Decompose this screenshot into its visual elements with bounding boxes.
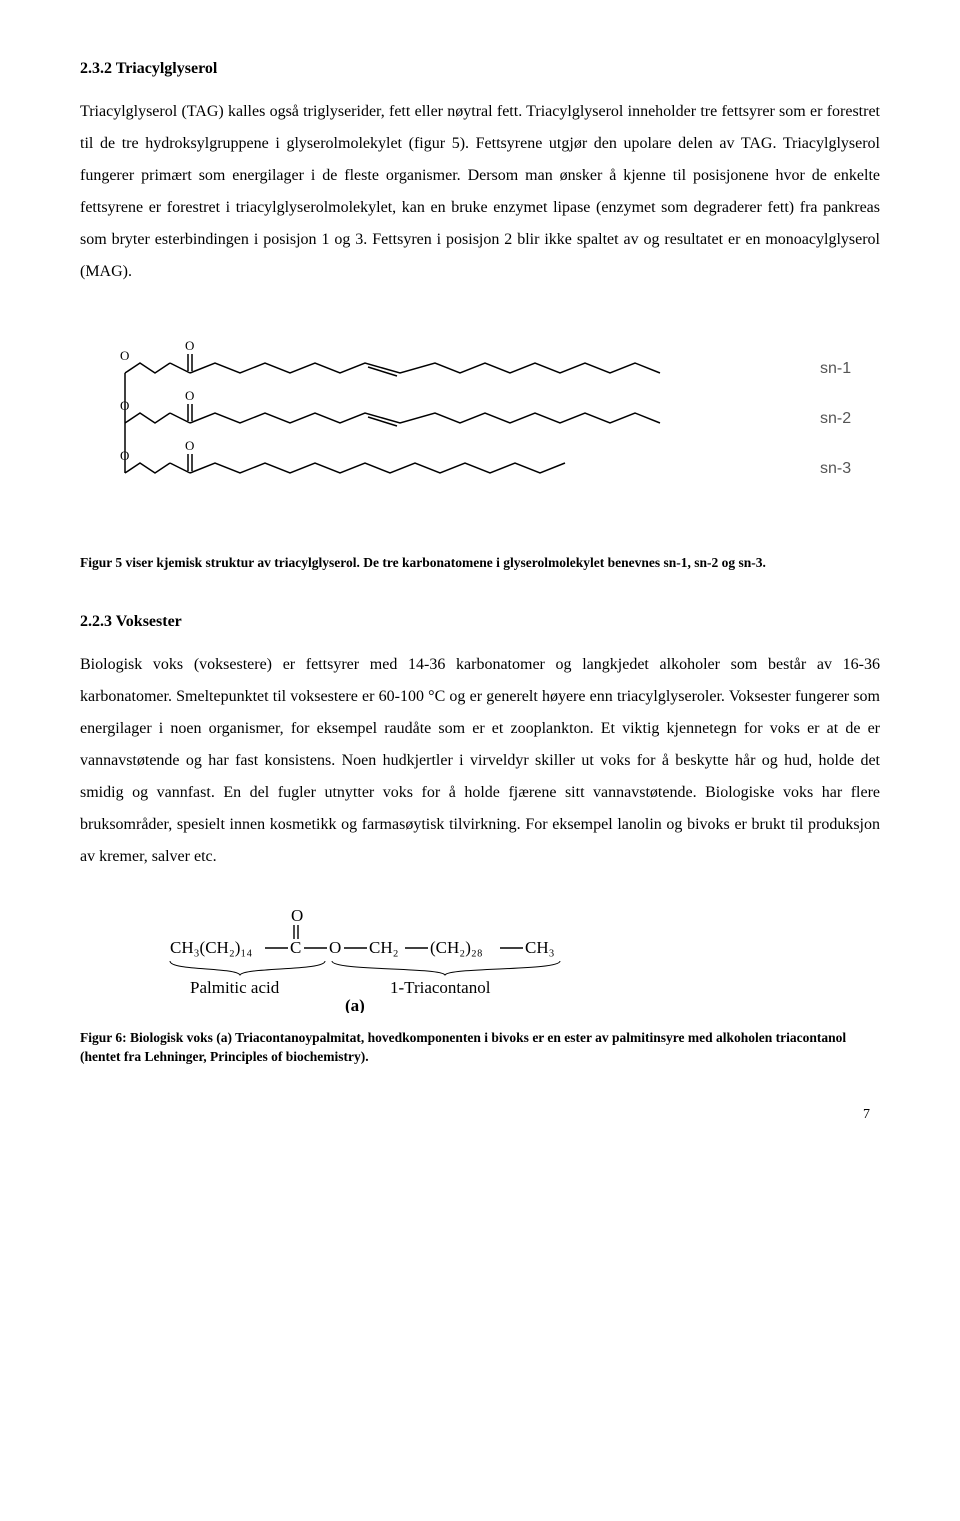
section-heading-2: 2.2.3 Voksester: [80, 613, 880, 631]
formula-label-right: 1-Triacontanol: [390, 978, 491, 997]
formula-left: CH₃(CH₂)₁₄: [170, 938, 252, 957]
formula-o-top: O: [291, 906, 303, 925]
formula-label-a: (a): [345, 996, 365, 1013]
o-label: O: [185, 388, 194, 403]
formula-o-mid: O: [329, 938, 341, 957]
sn-label-1: sn-1: [820, 360, 851, 377]
section-heading-1: 2.3.2 Triacylglyserol: [80, 60, 880, 78]
formula-label-left: Palmitic acid: [190, 978, 280, 997]
o-label: O: [120, 348, 129, 363]
figure-5: O O O O O O: [80, 318, 880, 538]
figure-5-caption: Figur 5 viser kjemisk struktur av triacy…: [80, 554, 880, 573]
page-number: 7: [80, 1107, 880, 1123]
o-label: O: [185, 438, 194, 453]
o-label: O: [120, 448, 129, 463]
o-label: O: [185, 338, 194, 353]
formula-ch2: CH₂: [369, 938, 399, 957]
section-body-2: Biologisk voks (voksestere) er fettsyrer…: [80, 649, 880, 873]
formula-right: (CH₂)₂₈: [430, 938, 483, 957]
section-body-1: Triacylglyserol (TAG) kalles også trigly…: [80, 96, 880, 288]
formula-c: C: [290, 938, 301, 957]
sn-label-3: sn-3: [820, 460, 851, 477]
sn-label-2: sn-2: [820, 410, 851, 427]
formula-ch3: CH₃: [525, 938, 555, 957]
o-label: O: [120, 398, 129, 413]
figure-6-caption: Figur 6: Biologisk voks (a) Triacontanoy…: [80, 1029, 880, 1067]
figure-6: O CH₃(CH₂)₁₄ C O CH₂ (CH₂)₂₈ CH₃ Palmiti…: [80, 903, 880, 1013]
